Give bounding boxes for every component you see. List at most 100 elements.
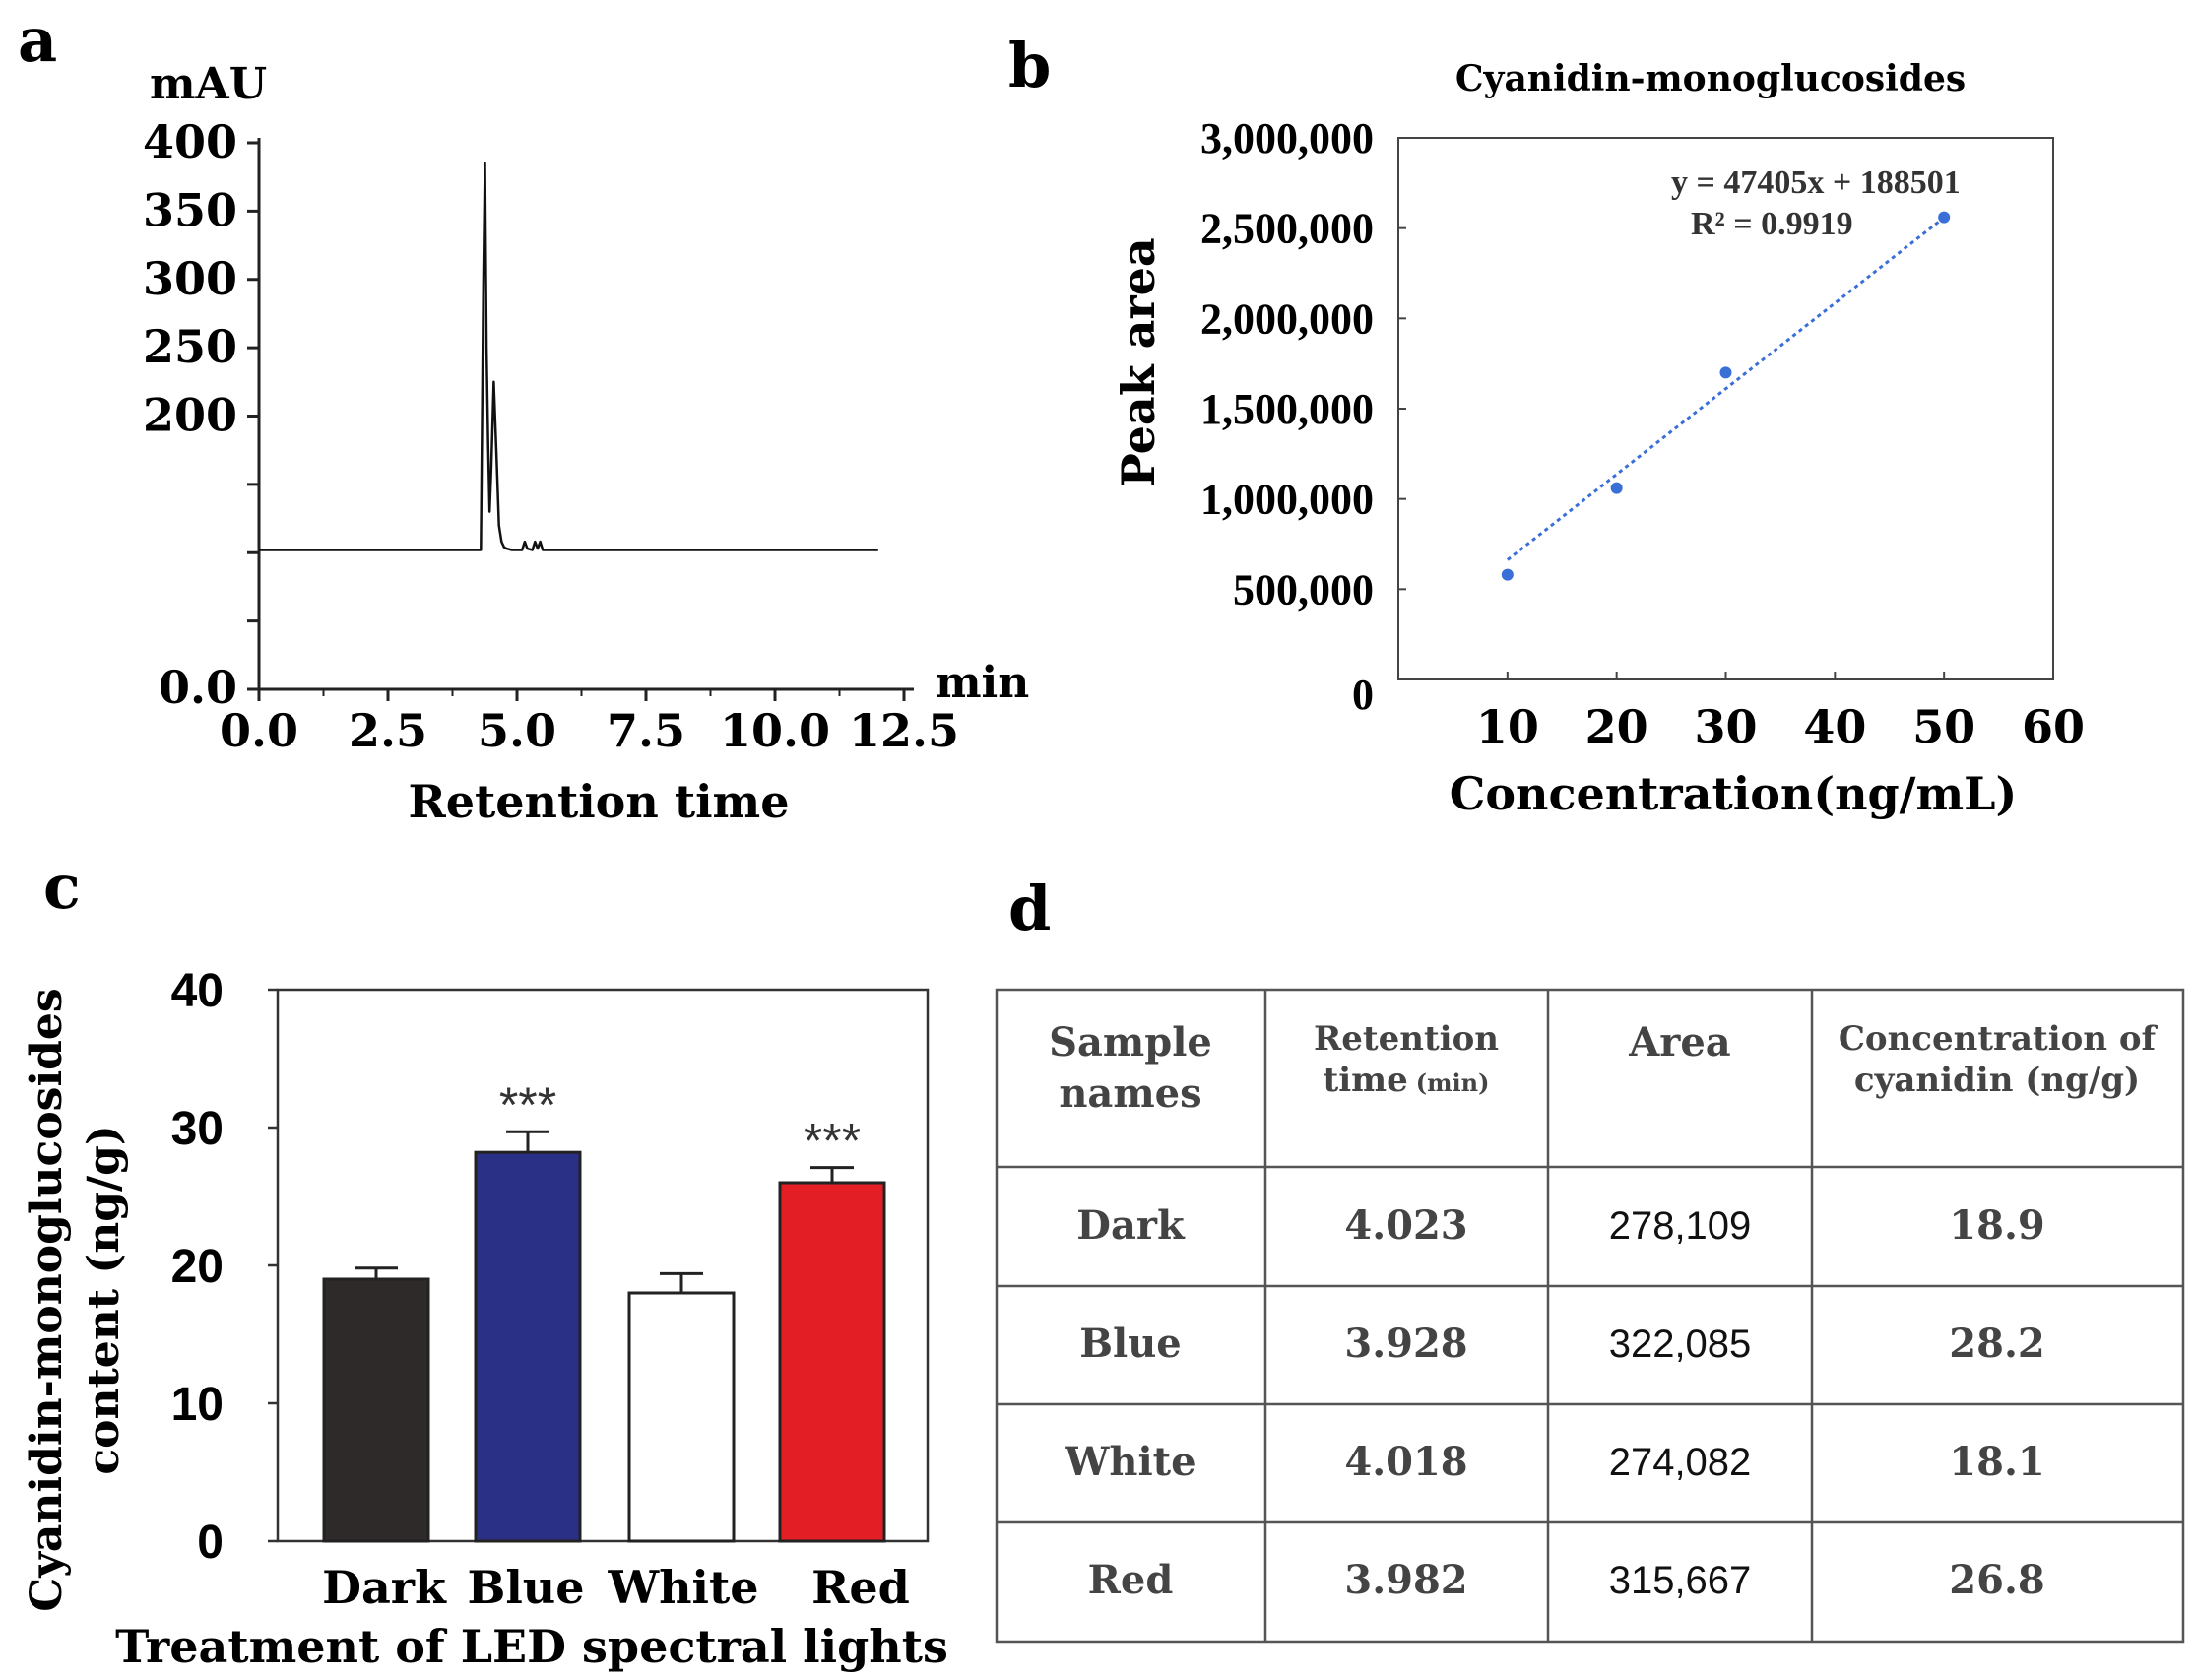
calibration-y-tick-label: 1,000,000	[1200, 476, 1374, 524]
bar-significance: ***	[499, 1077, 556, 1132]
chromatogram-x-tick-label: 5.0	[478, 704, 556, 757]
chromatogram-x-tick-label: 10.0	[720, 704, 830, 757]
chromatogram-x-tick-label: 0.0	[220, 704, 298, 757]
table-row: White 4.018 274,082 18.1	[1064, 1439, 2044, 1485]
table-cell-name: Dark	[1076, 1202, 1186, 1249]
chromatogram-y-tick-label: 300	[143, 252, 237, 305]
table-cell-name: White	[1064, 1439, 1195, 1485]
panel-label-c: c	[43, 851, 81, 923]
calibration-x-label: Concentration(ng/mL)	[1450, 767, 2018, 820]
bar-y-tick-label: 10	[171, 1379, 224, 1431]
table-cell-area: 315,667	[1609, 1559, 1752, 1602]
table-cell-concentration: 26.8	[1949, 1557, 2044, 1603]
table-header-retention-line1: Retention	[1314, 1019, 1499, 1059]
panel-label-d: d	[1008, 872, 1051, 944]
bar-category-label: Red	[811, 1561, 910, 1614]
bar-significance: ***	[804, 1114, 861, 1169]
bar-y-tick-label: 0	[197, 1517, 224, 1569]
panel-label-b: b	[1008, 30, 1051, 101]
calibration-x-tick-label: 50	[1912, 700, 1975, 753]
calibration-r-squared: R² = 0.9919	[1691, 206, 1853, 242]
calibration-title: Cyanidin-monoglucosides	[1455, 58, 1966, 99]
chromatogram-y-unit: mAU	[150, 59, 267, 109]
chromatogram-x-tick-label: 7.5	[607, 704, 685, 757]
calibration-x-tick-label: 30	[1694, 700, 1757, 753]
table-header-conc-line2: cyanidin (ng/g)	[1854, 1061, 2140, 1100]
chromatogram-y-tick-label: 200	[143, 389, 237, 442]
bar-y-tick-label: 20	[171, 1241, 224, 1293]
table-header-conc-line1: Concentration of	[1839, 1019, 2159, 1059]
calibration-trendline	[1506, 216, 1946, 561]
table-cell-retention: 4.018	[1344, 1439, 1467, 1485]
table-row: Dark 4.023 278,109 18.9	[1076, 1202, 2044, 1249]
bar-marks: Dark *** Blue White *** Red	[322, 1077, 910, 1614]
chromatogram-y-tick-label: 250	[143, 320, 237, 373]
bar-red	[778, 1181, 886, 1543]
calibration-y-tick-label: 500,000	[1233, 565, 1374, 614]
chromatogram-ticks: 0.0 2.5 5.0 7.5 10.0 12.5 0.0 200 250 300 350 400	[143, 115, 959, 757]
calibration-y-tick-label: 0	[1352, 671, 1374, 719]
calibration-x-tick-label: 60	[2022, 700, 2085, 753]
table-cell-concentration: 18.1	[1949, 1439, 2044, 1485]
bar-blue	[474, 1150, 582, 1543]
table-header-area: Area	[1628, 1019, 1730, 1066]
chromatogram-series	[259, 162, 878, 551]
chromatogram-chart: 0.0 2.5 5.0 7.5 10.0 12.5 0.0 200 250 300 350 400 m…	[143, 59, 1029, 828]
chromatogram-x-tick-label: 12.5	[849, 704, 959, 757]
table-grid	[997, 990, 2183, 1642]
bar-white	[627, 1291, 736, 1543]
bar-y-label-line2: content (ng/g)	[79, 1125, 129, 1474]
panel-label-a: a	[18, 4, 57, 76]
table-cell-retention: 3.982	[1344, 1557, 1467, 1603]
calibration-ticks: 10 20 30 40 50 60 0 500,000 1,000,000 1,500,000 2,…	[1200, 114, 2085, 753]
table-cell-concentration: 18.9	[1949, 1202, 2044, 1249]
calibration-y-tick-label: 2,000,000	[1200, 294, 1374, 343]
chromatogram-x-label: Retention time	[409, 775, 790, 828]
chromatogram-y-tick-label: 0.0	[159, 661, 237, 714]
table-cell-name: Blue	[1079, 1321, 1182, 1367]
calibration-point	[1938, 211, 1951, 224]
bar-category-label: Dark	[322, 1561, 447, 1614]
bar-dark	[322, 1277, 430, 1543]
table-frame	[995, 988, 2185, 1644]
calibration-chart: 10 20 30 40 50 60 0 500,000 1,000,000 1,500,000 2,…	[1112, 58, 2085, 820]
calibration-y-tick-label: 1,500,000	[1200, 385, 1374, 433]
calibration-y-tick-label: 3,000,000	[1200, 114, 1374, 162]
chromatogram-y-tick-label: 350	[143, 183, 237, 236]
table-cell-area: 322,085	[1609, 1323, 1752, 1366]
calibration-x-tick-label: 10	[1476, 700, 1539, 753]
table-header-sample-line2: names	[1059, 1070, 1201, 1117]
content-bar-chart: 0 10 20 30 40 Dark *** Blue White *** Red Treatme…	[22, 965, 948, 1673]
bar-ticks: 0 10 20 30 40	[171, 965, 278, 1569]
table-cell-retention: 3.928	[1344, 1321, 1467, 1367]
table-cell-area: 278,109	[1609, 1204, 1752, 1248]
calibration-y-tick-label: 2,500,000	[1200, 205, 1374, 253]
table-row: Blue 3.928 322,085 28.2	[1079, 1321, 2044, 1367]
bar-y-tick-label: 40	[171, 965, 224, 1017]
calibration-marks	[1501, 211, 1951, 581]
table-cell-concentration: 28.2	[1949, 1321, 2044, 1367]
table-header-sample-line1: Sample	[1049, 1019, 1212, 1066]
calibration-x-tick-label: 40	[1803, 700, 1866, 753]
chromatogram-x-tick-label: 2.5	[349, 704, 427, 757]
chromatogram-x-unit: min	[936, 658, 1029, 708]
table-header-retention-line2: time (min)	[1324, 1061, 1490, 1100]
calibration-x-tick-label: 20	[1585, 700, 1648, 753]
table-header-retention-time: time	[1324, 1061, 1408, 1100]
calibration-point	[1610, 482, 1623, 494]
table-cell-area: 274,082	[1609, 1441, 1752, 1484]
calibration-equation: y = 47405x + 188501	[1671, 164, 1961, 201]
bar-x-label: Treatment of LED spectral lights	[115, 1620, 948, 1673]
calibration-y-label: Peak area	[1112, 237, 1165, 486]
chromatogram-y-tick-label: 400	[143, 115, 237, 168]
bar-y-label-line1: Cyanidin-monoglucosides	[22, 988, 72, 1611]
table-header-retention-unit: (min)	[1416, 1068, 1490, 1097]
bar-y-tick-label: 30	[171, 1103, 224, 1155]
table-row: Red 3.982 315,667 26.8	[1088, 1557, 2045, 1603]
calibration-point	[1501, 568, 1514, 581]
chromatogram-trace	[259, 162, 878, 551]
chromatogram-axes	[257, 138, 914, 691]
calibration-point	[1719, 366, 1732, 379]
table-cell-retention: 4.023	[1344, 1202, 1467, 1249]
